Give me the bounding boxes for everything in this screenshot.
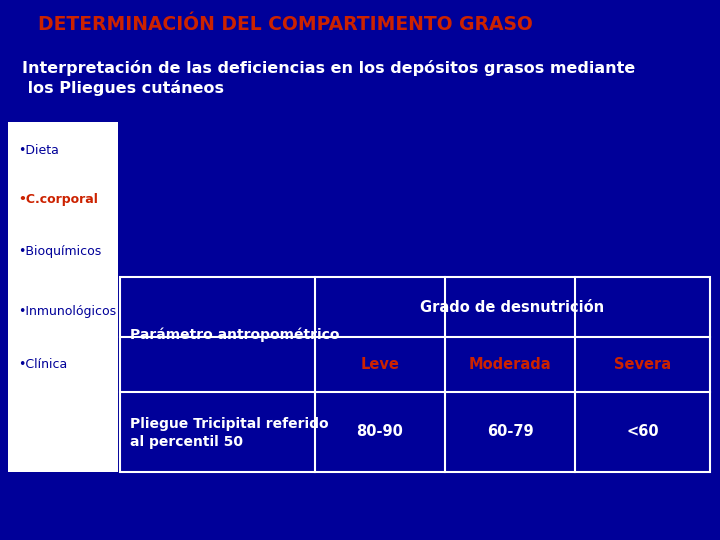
Text: Grado de desnutrición: Grado de desnutrición: [420, 300, 605, 314]
Text: Leve: Leve: [361, 357, 400, 372]
Text: <60: <60: [626, 424, 659, 440]
Text: Moderada: Moderada: [469, 357, 552, 372]
Text: •Inmunológicos: •Inmunológicos: [18, 306, 116, 319]
Text: DETERMINACIÓN DEL COMPARTIMENTO GRASO: DETERMINACIÓN DEL COMPARTIMENTO GRASO: [38, 16, 533, 35]
Text: Interpretación de las deficiencias en los depósitos grasos mediante: Interpretación de las deficiencias en lo…: [22, 60, 635, 76]
Text: al percentil 50: al percentil 50: [130, 435, 243, 449]
Text: los Pliegues cutáneos: los Pliegues cutáneos: [22, 80, 224, 96]
Text: Severa: Severa: [614, 357, 671, 372]
Text: •Dieta: •Dieta: [18, 144, 59, 157]
Text: 80-90: 80-90: [356, 424, 403, 440]
Text: Pliegue Tricipital referido: Pliegue Tricipital referido: [130, 417, 328, 431]
Text: 60-79: 60-79: [487, 424, 534, 440]
FancyBboxPatch shape: [8, 122, 118, 472]
Text: •Bioquímicos: •Bioquímicos: [18, 246, 102, 259]
FancyBboxPatch shape: [120, 277, 710, 472]
Text: •C.corporal: •C.corporal: [18, 193, 98, 206]
Text: Parámetro antropométrico: Parámetro antropométrico: [130, 327, 340, 342]
Text: •Clínica: •Clínica: [18, 359, 67, 372]
